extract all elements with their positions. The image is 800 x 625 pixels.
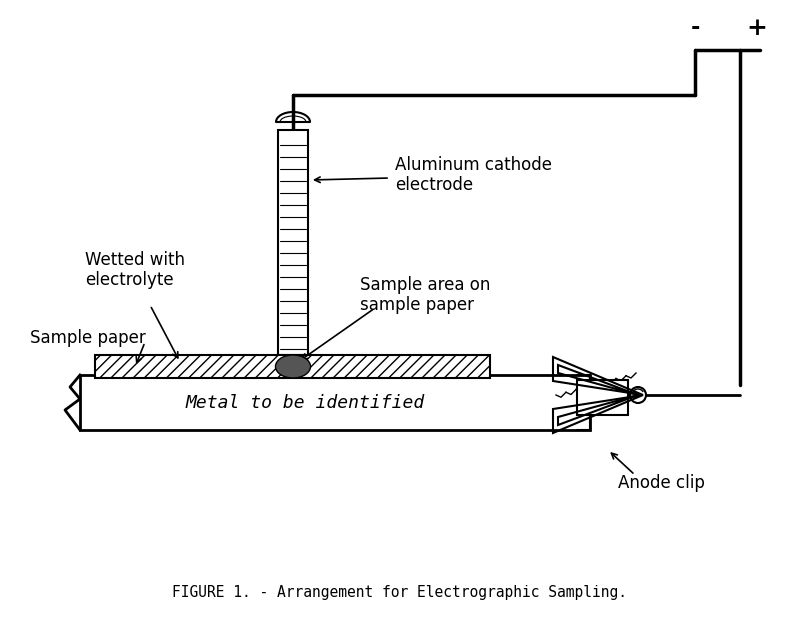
Text: Sample area on
sample paper: Sample area on sample paper [360,276,490,314]
Text: FIGURE 1. - Arrangement for Electrographic Sampling.: FIGURE 1. - Arrangement for Electrograph… [173,584,627,599]
Text: Aluminum cathode
electrode: Aluminum cathode electrode [395,156,552,194]
Text: Metal to be identified: Metal to be identified [186,394,425,411]
Text: Sample paper: Sample paper [30,329,146,347]
Ellipse shape [275,355,310,378]
Text: Anode clip: Anode clip [618,474,705,492]
Bar [95,355,490,378]
Bar [577,380,628,415]
Text: +: + [746,16,767,40]
Text: -: - [690,17,700,39]
Bar [278,130,308,355]
Bar [80,375,590,430]
Text: Wetted with
electrolyte: Wetted with electrolyte [85,251,185,289]
